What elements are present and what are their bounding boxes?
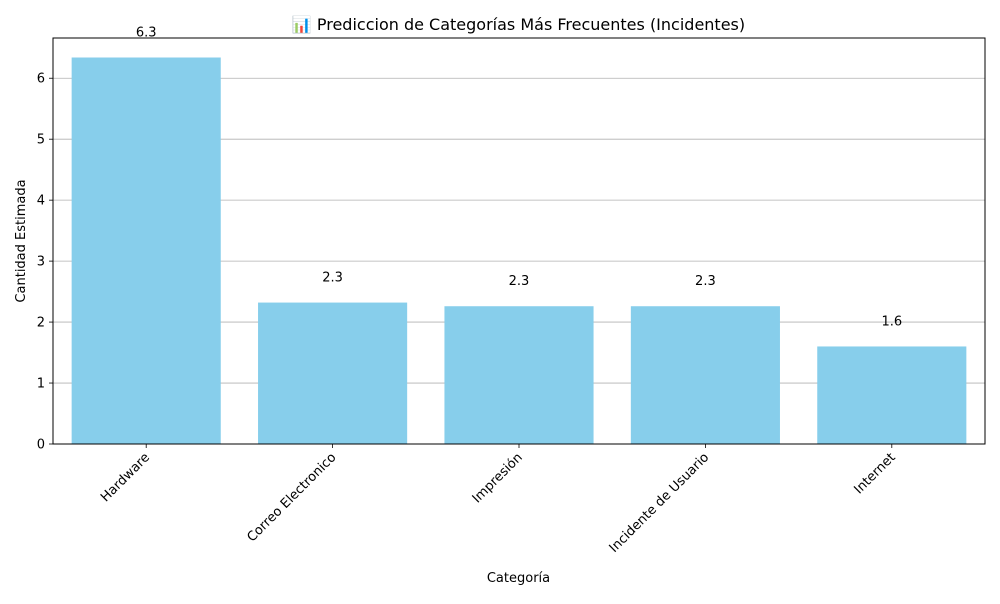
bar	[258, 302, 408, 444]
y-tick-label: 1	[37, 377, 45, 392]
bars	[71, 57, 967, 444]
y-axis-label: Cantidad Estimada	[14, 179, 29, 302]
y-tick-label: 4	[37, 194, 45, 209]
y-tick-label: 5	[37, 133, 45, 148]
axes	[49, 37, 986, 448]
bar	[630, 306, 780, 444]
x-tick-label: Incidente de Usuario	[607, 450, 713, 556]
plot-frame	[52, 37, 986, 445]
data-label: 2.3	[322, 271, 343, 286]
x-tick-label: Impresión	[470, 450, 526, 506]
x-axis-label: Categoría	[487, 571, 550, 586]
y-tick-label: 0	[37, 438, 45, 453]
bar	[71, 57, 221, 444]
x-tick-label: Hardware	[98, 450, 153, 505]
chart-title: 📊 Prediccion de Categorías Más Frecuente…	[292, 15, 745, 34]
x-tick-label: Correo Electronico	[244, 450, 339, 545]
bar	[817, 346, 967, 444]
data-labels: 6.3 2.3 2.3 2.3 1.6	[136, 26, 902, 330]
y-tick-label: 6	[37, 72, 45, 87]
data-label: 6.3	[136, 26, 157, 41]
bar	[444, 306, 594, 444]
data-label: 1.6	[881, 314, 902, 329]
x-tick-label: Internet	[852, 450, 899, 497]
data-label: 2.3	[509, 274, 530, 289]
y-tick-label: 3	[37, 255, 45, 270]
data-label: 2.3	[695, 274, 716, 289]
y-tick-label: 2	[37, 316, 45, 331]
